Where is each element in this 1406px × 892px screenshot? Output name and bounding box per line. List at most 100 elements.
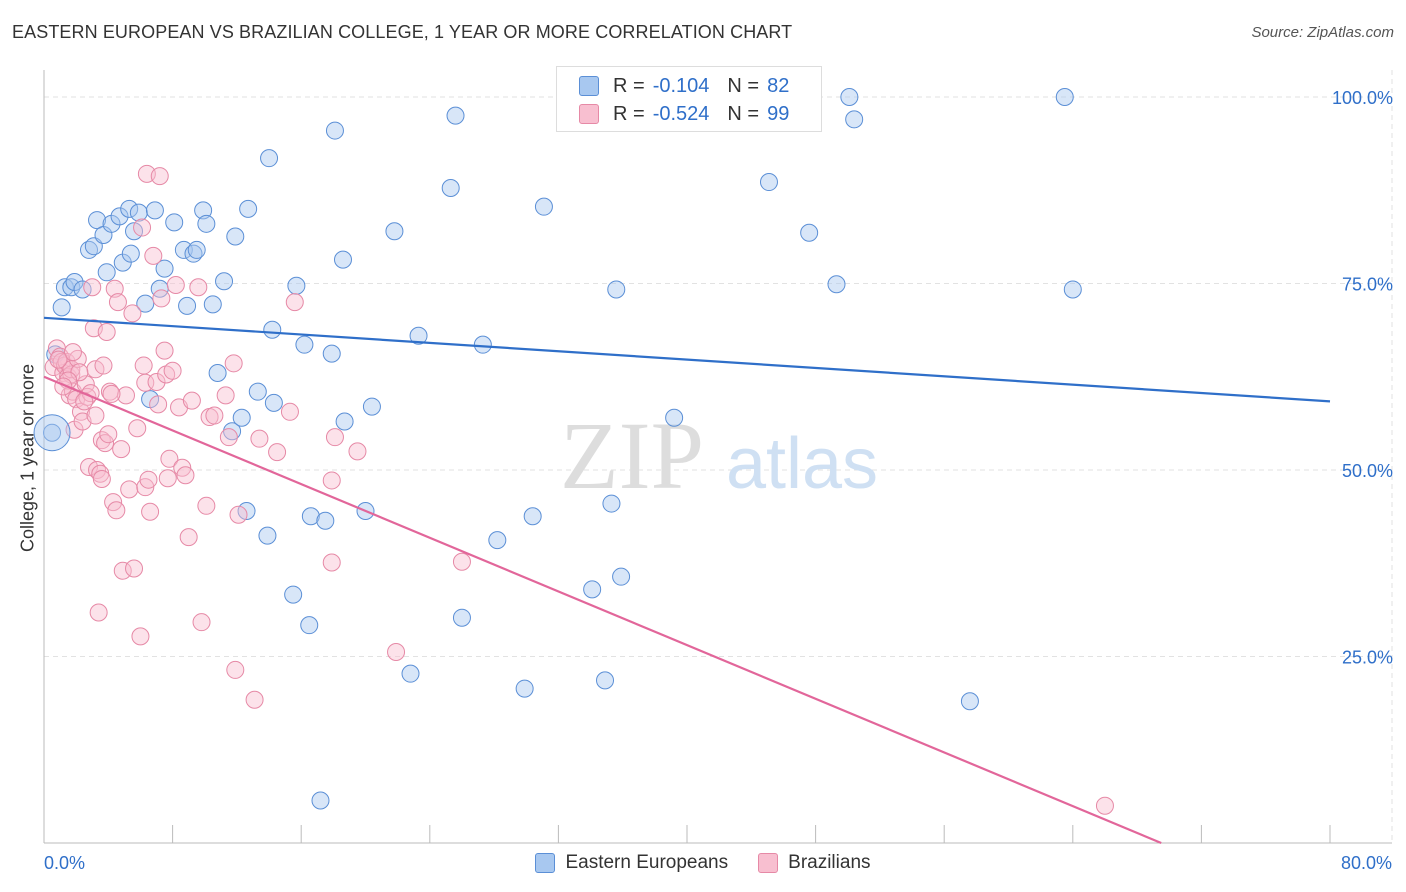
data-point xyxy=(110,207,129,226)
source-label: Source: ZipAtlas.com xyxy=(1251,24,1394,41)
data-point xyxy=(441,179,460,198)
data-point xyxy=(194,201,213,220)
data-point xyxy=(226,660,245,679)
data-point xyxy=(263,320,282,339)
data-point xyxy=(300,616,319,635)
data-point xyxy=(152,289,171,308)
watermark: ZIP atlas xyxy=(560,402,878,509)
legend-item-eastern[interactable]: Eastern Europeans xyxy=(535,852,728,874)
data-point xyxy=(97,263,116,282)
data-point xyxy=(113,561,132,580)
y-tick-label: 50.0% xyxy=(1342,461,1393,481)
data-point xyxy=(108,293,127,312)
data-point xyxy=(63,343,82,362)
data-point xyxy=(131,627,150,646)
legend-label-brazilian: Brazilians xyxy=(788,852,871,873)
data-point xyxy=(1095,796,1114,815)
data-point xyxy=(144,246,163,265)
data-point xyxy=(88,211,107,230)
data-point xyxy=(1055,88,1074,106)
data-point xyxy=(264,393,283,412)
data-point xyxy=(83,278,102,297)
data-point xyxy=(94,356,113,375)
data-point xyxy=(116,386,135,405)
data-point xyxy=(147,372,166,391)
data-point xyxy=(179,528,198,547)
legend-row-eastern: R = -0.104 N = 82 xyxy=(579,73,789,99)
trend-lines xyxy=(43,316,1331,845)
legend-item-brazilian[interactable]: Brazilians xyxy=(758,852,871,874)
data-point xyxy=(112,440,131,459)
data-point xyxy=(208,364,227,383)
n-label: N = xyxy=(727,74,760,97)
data-point xyxy=(97,322,116,341)
data-point xyxy=(121,244,140,263)
data-point xyxy=(452,608,471,627)
data-point xyxy=(163,361,182,380)
data-point xyxy=(362,397,381,416)
data-point xyxy=(205,406,224,425)
data-point xyxy=(149,395,168,414)
data-point xyxy=(99,425,118,444)
data-point xyxy=(71,402,90,421)
r-value-eastern: -0.104 xyxy=(652,74,710,97)
data-point xyxy=(187,240,206,259)
data-point xyxy=(248,382,267,401)
axes xyxy=(43,70,1392,844)
y-tick-label: 25.0% xyxy=(1342,648,1393,668)
legend-swatch-eastern xyxy=(535,853,556,873)
data-point xyxy=(229,505,248,524)
data-point xyxy=(145,201,164,220)
data-point xyxy=(258,526,277,545)
data-point xyxy=(840,88,859,106)
data-point xyxy=(107,501,126,520)
data-point xyxy=(387,643,406,662)
data-point xyxy=(301,507,320,526)
data-point xyxy=(155,341,174,360)
data-point xyxy=(219,428,238,447)
legend-row-brazilian: R = -0.524 N = 99 xyxy=(579,101,789,127)
data-point xyxy=(322,471,341,490)
data-point xyxy=(133,218,152,237)
data-point xyxy=(280,402,299,421)
data-point xyxy=(488,531,507,550)
data-point xyxy=(446,106,465,125)
data-point xyxy=(284,585,303,604)
data-point xyxy=(607,280,626,299)
data-point xyxy=(150,167,169,186)
watermark-atlas: atlas xyxy=(726,424,878,504)
x-tick-label: 80.0% xyxy=(1341,853,1392,873)
data-point xyxy=(409,326,428,345)
data-point xyxy=(165,213,184,232)
data-point xyxy=(316,511,335,530)
data-point xyxy=(800,223,819,242)
data-point xyxy=(348,442,367,461)
data-point xyxy=(250,429,269,448)
series-brazilians xyxy=(44,164,1114,815)
data-point xyxy=(215,272,234,291)
data-point xyxy=(452,552,471,571)
data-point xyxy=(189,278,208,297)
n-value-brazilian: 99 xyxy=(767,102,790,125)
data-point xyxy=(197,214,216,233)
data-point xyxy=(128,419,147,438)
legend-swatch-brazilian xyxy=(579,104,599,124)
data-point xyxy=(134,356,153,375)
data-point xyxy=(239,199,258,218)
legend-swatch-eastern xyxy=(579,76,599,96)
data-point xyxy=(178,296,197,315)
data-point xyxy=(759,173,778,192)
data-point xyxy=(322,344,341,363)
x-tick-label: 0.0% xyxy=(44,853,85,873)
data-point xyxy=(120,199,139,218)
data-point xyxy=(80,240,99,259)
legend-swatch-brazilian xyxy=(758,853,779,873)
data-point xyxy=(49,350,68,369)
data-point xyxy=(89,603,108,622)
data-point xyxy=(174,240,193,259)
legend-label-eastern: Eastern Europeans xyxy=(565,852,729,873)
data-point xyxy=(105,279,124,298)
y-tick-label: 100.0% xyxy=(1332,88,1393,108)
data-point xyxy=(182,391,201,410)
